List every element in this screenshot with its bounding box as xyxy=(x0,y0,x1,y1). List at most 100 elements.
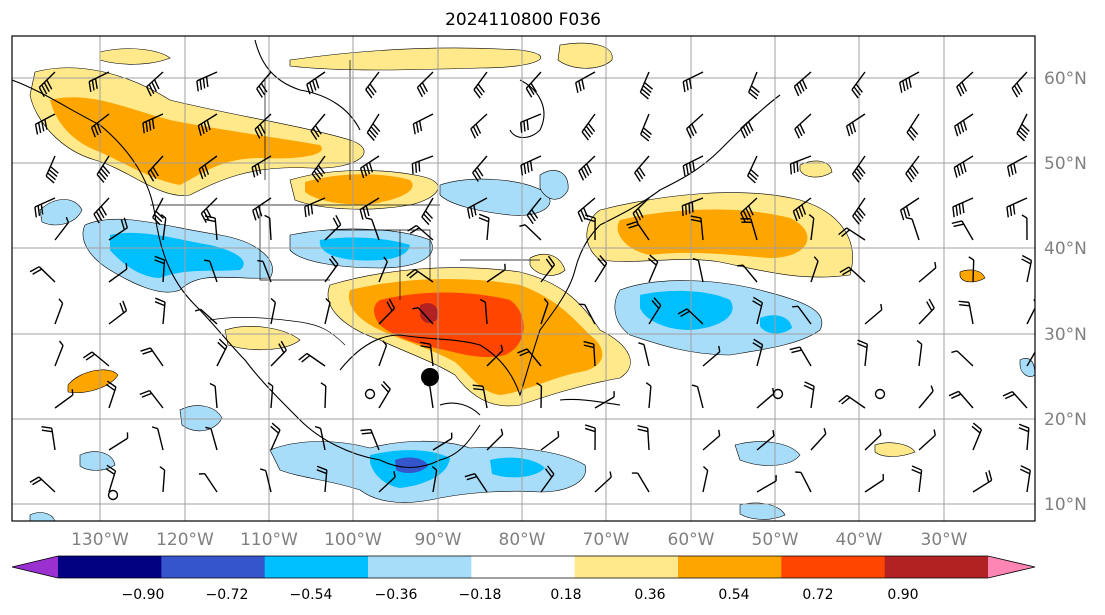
wind-barb xyxy=(196,71,218,92)
wind-barb xyxy=(412,113,434,135)
positive-anomaly-region xyxy=(874,442,916,457)
wind-barb xyxy=(839,266,866,283)
wind-barb xyxy=(54,340,64,367)
wind-barb xyxy=(795,471,812,493)
wind-barb xyxy=(519,224,542,241)
wind-barb xyxy=(594,255,608,283)
wind-barb xyxy=(1006,155,1028,177)
wind-barb xyxy=(140,347,164,367)
wind-barb xyxy=(519,113,542,133)
wind-barb xyxy=(411,155,434,175)
lon-label: 90°W xyxy=(415,530,462,550)
longitude-labels: 130°W 120°W 110°W 100°W 90°W 80°W 70°W 6… xyxy=(71,530,968,550)
wind-barb xyxy=(41,426,56,451)
wind-barb xyxy=(359,155,380,179)
map-frame xyxy=(11,35,1036,522)
wind-barb xyxy=(93,197,110,224)
wind-barb xyxy=(88,71,110,92)
wind-barb xyxy=(105,380,117,409)
wind-barb xyxy=(637,424,650,451)
wind-barb xyxy=(517,348,542,367)
wind-barb xyxy=(378,340,388,367)
latitude-labels: 60°N 50°N 40°N 30°N 20°N 10°N xyxy=(1044,69,1087,515)
wind-barb xyxy=(911,465,923,493)
wind-barb xyxy=(647,254,659,283)
wind-barb xyxy=(29,266,56,283)
lon-label: 50°W xyxy=(752,530,799,550)
negative-anomaly-region xyxy=(395,457,428,474)
wind-barb xyxy=(466,197,488,219)
colorbar-tick-label: 0.18 xyxy=(550,587,581,603)
wind-barb xyxy=(584,424,596,451)
colorbar-tick-label: −0.90 xyxy=(122,587,165,603)
colorbar-tick-label: −0.72 xyxy=(206,587,249,603)
negative-anomaly-region xyxy=(490,457,545,478)
colorbar-segment xyxy=(781,556,886,578)
lon-label: 30°W xyxy=(921,530,968,550)
wind-barb xyxy=(581,113,596,141)
positive-anomaly-region xyxy=(420,303,439,324)
wind-barb xyxy=(520,155,542,176)
wind-barb xyxy=(270,422,281,451)
wind-barb xyxy=(298,352,326,367)
colorbar-outline xyxy=(11,555,1036,579)
wind-barb xyxy=(359,197,380,220)
colorbar-extend-low xyxy=(12,556,58,578)
positive-anomaly-region xyxy=(224,326,301,351)
wind-barb xyxy=(578,155,596,181)
lat-label: 50°N xyxy=(1044,154,1087,174)
wind-barb xyxy=(645,382,652,409)
wind-barb xyxy=(54,389,74,409)
wind-barb xyxy=(478,213,490,241)
wind-barb xyxy=(34,197,56,218)
wind-barb xyxy=(472,155,488,182)
wind-barb xyxy=(431,465,438,493)
wind-barb xyxy=(90,113,110,138)
wind-barb xyxy=(792,305,812,325)
colorbar-segment xyxy=(264,556,369,578)
wind-barb xyxy=(366,113,381,141)
wind-barb xyxy=(142,113,164,134)
wind-barb xyxy=(38,71,56,97)
wind-barb xyxy=(146,71,164,97)
wind-barb xyxy=(971,422,983,451)
wind-barb xyxy=(407,224,434,241)
lon-label: 80°W xyxy=(499,530,546,550)
wind-barb xyxy=(793,71,812,97)
wind-barb xyxy=(479,298,488,325)
wind-barb xyxy=(486,344,504,367)
wind-barb xyxy=(958,300,974,325)
positive-anomaly-region xyxy=(99,48,171,65)
positive-anomaly-region xyxy=(305,174,413,205)
wind-barb xyxy=(154,297,166,325)
wind-barb xyxy=(864,474,885,493)
wind-barb xyxy=(108,432,129,451)
wind-barb xyxy=(472,384,488,409)
wind-barb xyxy=(147,155,164,182)
wind-barb xyxy=(324,255,339,283)
wind-barb xyxy=(378,256,388,283)
lon-label: 130°W xyxy=(71,530,129,550)
wind-barb xyxy=(864,303,883,325)
wind-barb xyxy=(681,197,704,217)
wind-barb xyxy=(310,113,326,140)
lat-label: 40°N xyxy=(1044,239,1087,259)
wind-barb xyxy=(486,428,504,451)
wind-barb xyxy=(216,338,228,367)
wind-barb xyxy=(209,382,218,409)
negative-anomaly-region xyxy=(640,290,733,330)
negative-anomaly-region xyxy=(734,441,801,466)
wind-barb xyxy=(54,216,70,241)
wind-barb xyxy=(540,255,556,283)
lon-label: 60°W xyxy=(668,530,715,550)
wind-barb xyxy=(803,381,815,409)
wind-barb xyxy=(54,298,64,325)
wind-barb xyxy=(252,197,272,221)
colorbar-tick-label: 0.36 xyxy=(634,587,665,603)
wind-barb xyxy=(918,429,936,451)
wind-barb xyxy=(851,155,866,183)
wind-barb xyxy=(748,71,760,100)
wind-barb xyxy=(257,259,272,283)
wind-barb xyxy=(789,346,812,367)
calm-wind-circles xyxy=(107,388,886,501)
